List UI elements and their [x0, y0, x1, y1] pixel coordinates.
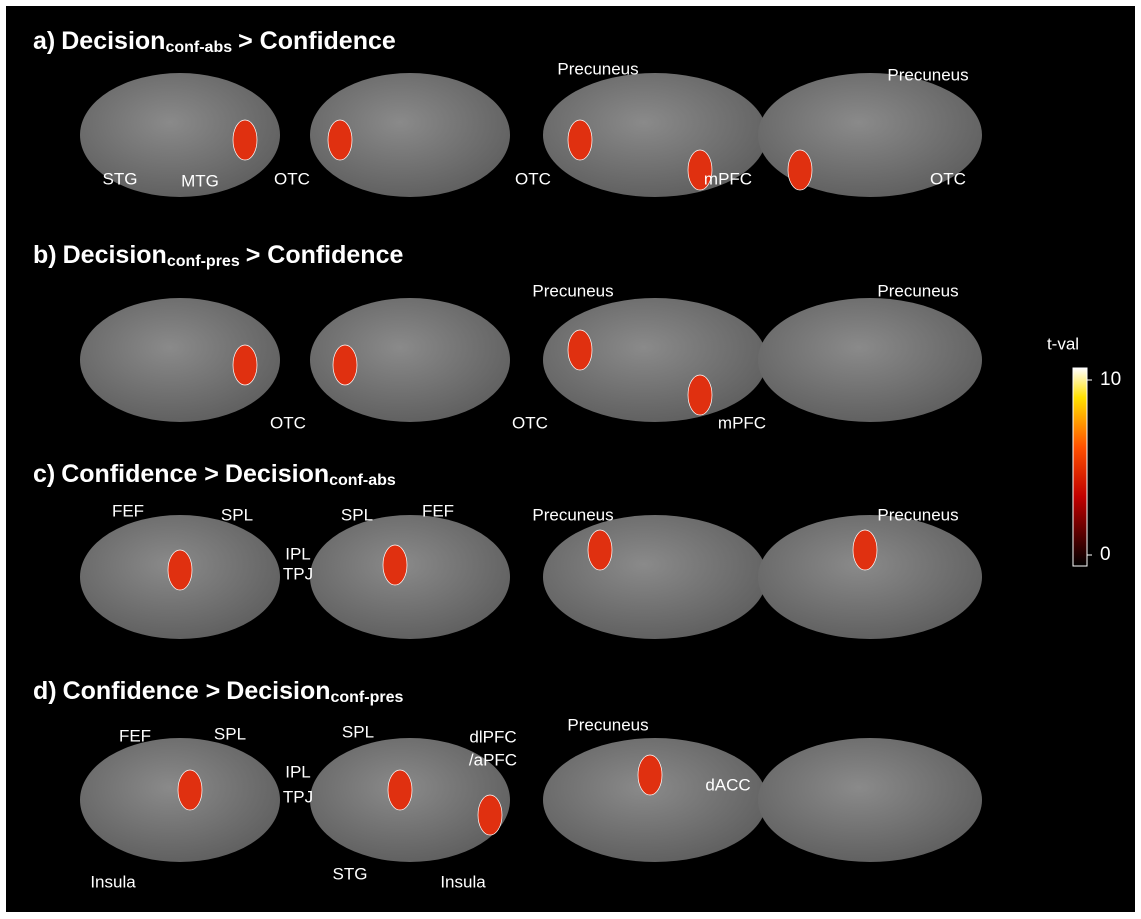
activation [233, 345, 257, 385]
activation [788, 150, 812, 190]
region-label: OTC [270, 413, 306, 432]
region-label: OTC [515, 169, 551, 188]
activation [568, 330, 592, 370]
region-label: dACC [705, 775, 750, 794]
region-label: OTC [512, 413, 548, 432]
title-subscript: conf-abs [165, 39, 232, 56]
region-label: Precuneus [567, 715, 648, 734]
colorbar-tick-label: 10 [1100, 369, 1121, 390]
region-label: mPFC [704, 169, 752, 188]
panel-letter: d) [33, 677, 57, 705]
region-label: SPL [341, 505, 373, 524]
title-rest: Decision [225, 460, 329, 488]
activation [333, 345, 357, 385]
region-label: MTG [181, 171, 219, 190]
region-label: SPL [214, 724, 246, 743]
title-rest: > Confidence [238, 27, 396, 55]
region-label: Insula [90, 872, 136, 891]
activation [388, 770, 412, 810]
activation [233, 120, 257, 160]
region-label: FEF [112, 501, 144, 520]
title-subscript: conf-pres [330, 689, 403, 706]
region-label: OTC [274, 169, 310, 188]
region-label: STG [333, 864, 368, 883]
title-main: Decision [61, 27, 165, 55]
region-label: /aPFC [469, 750, 517, 769]
title-main: Confidence > [63, 677, 221, 705]
region-label: FEF [422, 501, 454, 520]
region-label: Precuneus [887, 65, 968, 84]
title-rest: > Confidence [246, 241, 404, 269]
activation [168, 550, 192, 590]
page: a)Decisionconf-abs> ConfidenceSTGMTGOTCP… [0, 0, 1141, 919]
region-label: FEF [119, 726, 151, 745]
region-label: Precuneus [877, 505, 958, 524]
title-subscript: conf-abs [329, 472, 396, 489]
region-label: Precuneus [877, 281, 958, 300]
figure: a)Decisionconf-abs> ConfidenceSTGMTGOTCP… [0, 0, 1141, 919]
region-label: Precuneus [532, 505, 613, 524]
colorbar [1073, 368, 1087, 566]
panel-letter: c) [33, 460, 55, 488]
activation [178, 770, 202, 810]
colorbar-tick-label: 0 [1100, 544, 1111, 565]
region-label: SPL [342, 722, 374, 741]
region-label: mPFC [718, 413, 766, 432]
activation [383, 545, 407, 585]
activation [478, 795, 502, 835]
region-label: TPJ [283, 564, 313, 583]
panel-letter: a) [33, 27, 55, 55]
title-main: Confidence > [61, 460, 219, 488]
activation [853, 530, 877, 570]
colorbar-label: t-val [1047, 334, 1079, 353]
region-label: Precuneus [557, 59, 638, 78]
title-main: Decision [63, 241, 167, 269]
region-label: Insula [440, 872, 486, 891]
brain-surface [758, 738, 982, 862]
region-label: dlPFC [469, 727, 516, 746]
activation [688, 375, 712, 415]
region-label: TPJ [283, 787, 313, 806]
activation [328, 120, 352, 160]
activation [588, 530, 612, 570]
region-label: STG [103, 169, 138, 188]
activation [568, 120, 592, 160]
region-label: SPL [221, 505, 253, 524]
brain-surface [543, 515, 767, 639]
panel-letter: b) [33, 241, 57, 269]
activation [638, 755, 662, 795]
region-label: Precuneus [532, 281, 613, 300]
title-subscript: conf-pres [167, 253, 240, 270]
region-label: OTC [930, 169, 966, 188]
brain-surface [310, 515, 510, 639]
region-label: IPL [285, 762, 311, 781]
title-rest: Decision [226, 677, 330, 705]
region-label: IPL [285, 544, 311, 563]
brain-surface [758, 298, 982, 422]
